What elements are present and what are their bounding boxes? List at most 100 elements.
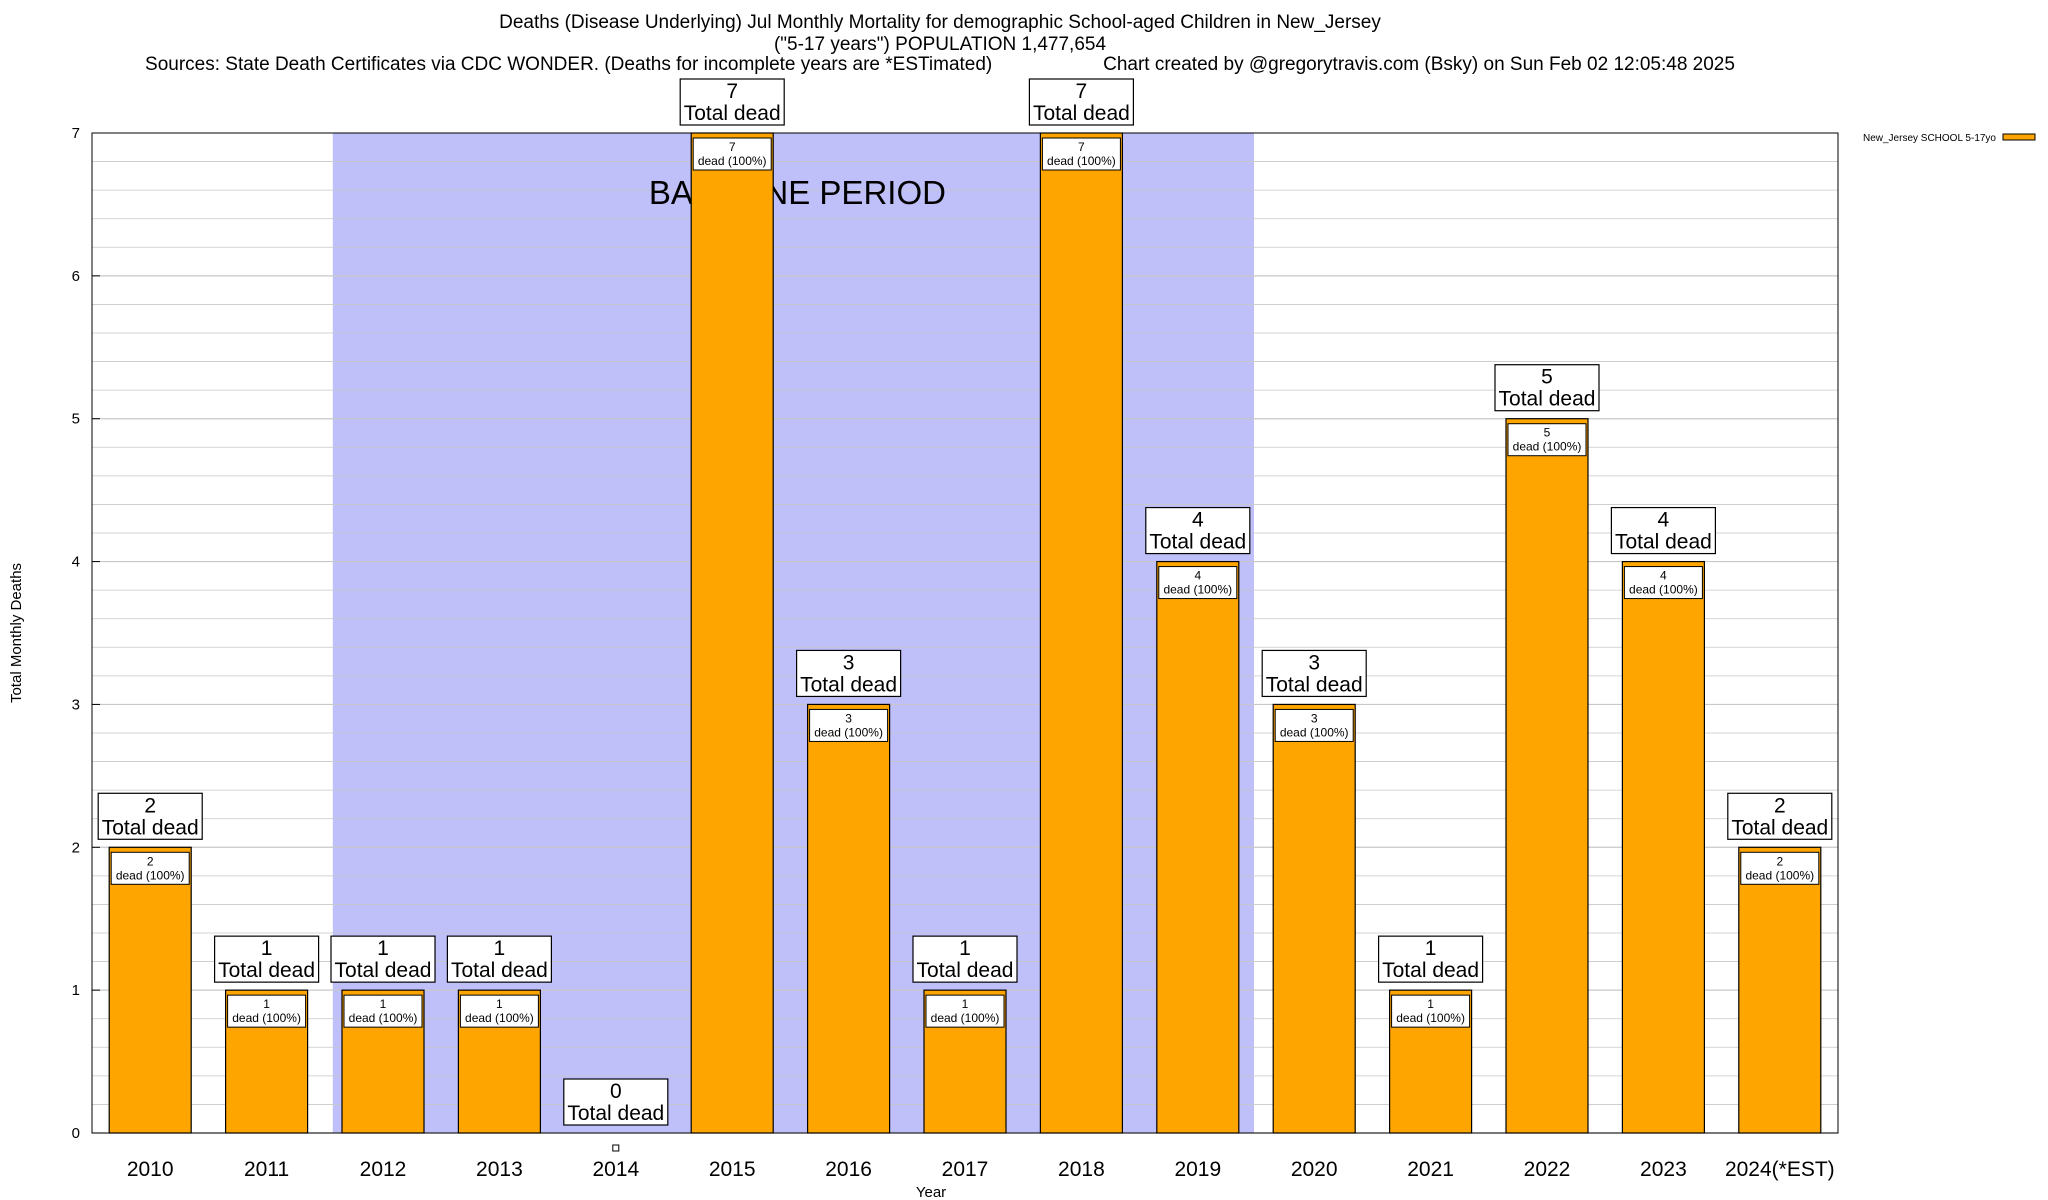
total-label-text: Total dead [800,673,897,696]
inner-label-box [692,137,772,171]
x-tick-label: 2024(*EST) [1725,1158,1835,1181]
bar [1156,560,1240,1134]
inner-label-count: 2 [147,854,154,868]
inner-label-count: 1 [962,997,969,1011]
x-tick-label: 2019 [1174,1158,1221,1181]
total-label-value: 5 [1541,366,1553,389]
total-label-text: Total dead [917,959,1014,982]
inner-label-count: 1 [380,997,387,1011]
total-label-text: Total dead [567,1102,664,1125]
inner-label-box [1158,566,1238,600]
legend-label: New_Jersey SCHOOL 5-17yo [1863,133,1996,144]
y-tick-label: 0 [72,1125,80,1142]
total-label-text: Total dead [335,959,432,982]
bar [1621,560,1706,1134]
total-label-text: Total dead [1499,388,1596,411]
zero-marker [612,1144,620,1152]
total-label-box [214,935,320,983]
inner-label-box [1391,994,1471,1028]
sources-text: Sources: State Death Certificates via CD… [145,54,993,75]
total-label-box [1028,78,1135,126]
total-label-text: Total dead [218,959,315,982]
inner-label-count: 1 [263,997,270,1011]
y-axis-title: Total Monthly Deaths [8,563,25,703]
inner-label-text: dead (100%) [116,868,185,882]
inner-label-box [227,994,307,1028]
total-label-text: Total dead [1382,959,1479,982]
total-label-box [1261,649,1367,698]
y-tick-label: 1 [72,982,80,999]
inner-label-text: dead (100%) [931,1011,1000,1025]
total-label-value: 4 [1192,509,1204,532]
x-tick-label: 2020 [1291,1158,1338,1181]
inner-label-box [1740,851,1820,885]
inner-label-box [1623,566,1703,600]
inner-label-count: 7 [729,140,736,154]
chart-title: Deaths (Disease Underlying) Jul Monthly … [499,12,1381,33]
inner-label-count: 5 [1544,426,1551,440]
y-tick-label: 7 [72,125,80,142]
total-label-value: 1 [261,937,273,960]
x-tick-label: 2016 [825,1158,872,1181]
total-label-text: Total dead [1149,531,1246,554]
x-tick-label: 2022 [1524,1158,1571,1181]
inner-label-count: 4 [1194,569,1201,583]
total-label-value: 2 [1774,794,1786,817]
total-label-value: 3 [843,651,855,674]
total-label-box [330,935,436,983]
inner-label-text: dead (100%) [814,725,883,739]
y-tick-label: 3 [72,696,80,713]
total-label-value: 0 [610,1080,622,1103]
total-label-box [1145,506,1251,555]
bar [1738,846,1822,1134]
inner-label-count: 3 [1311,711,1318,725]
inner-label-text: dead (100%) [1280,725,1349,739]
total-label-text: Total dead [684,102,781,125]
total-label-box [1610,506,1717,555]
inner-label-count: 7 [1078,140,1085,154]
inner-label-box [925,994,1005,1028]
inner-label-count: 3 [845,711,852,725]
inner-label-text: dead (100%) [232,1011,301,1025]
inner-label-box [1274,708,1354,742]
total-label-value: 7 [726,80,738,103]
total-label-value: 1 [494,937,506,960]
total-label-box [1727,792,1833,840]
inner-label-box [1041,137,1121,171]
x-tick-label: 2018 [1058,1158,1105,1181]
x-tick-label: 2017 [942,1158,989,1181]
y-tick-label: 4 [72,554,80,571]
bar [1505,418,1589,1134]
inner-label-text: dead (100%) [1745,868,1814,882]
bar [806,703,891,1134]
x-tick-label: 2011 [244,1158,289,1181]
total-label-box [795,649,902,698]
total-label-text: Total dead [1266,673,1363,696]
total-label-value: 2 [144,794,156,817]
total-label-text: Total dead [451,959,548,982]
y-tick-label: 2 [72,839,80,856]
total-label-text: Total dead [102,816,199,839]
inner-label-count: 1 [1427,997,1434,1011]
total-label-box [912,935,1018,983]
total-label-box [97,792,203,840]
total-label-box [446,935,552,983]
x-tick-label: 2010 [127,1158,174,1181]
chart-subtitle: ("5-17 years") POPULATION 1,477,654 [773,34,1107,55]
total-label-box [563,1078,669,1126]
inner-label-text: dead (100%) [698,154,767,168]
total-label-value: 1 [377,937,389,960]
inner-label-text: dead (100%) [1047,154,1116,168]
inner-label-count: 2 [1776,854,1783,868]
credit-text: Chart created by @gregorytravis.com (Bsk… [1103,54,1735,75]
inner-label-box [1507,423,1587,457]
total-label-value: 1 [959,937,971,960]
total-label-value: 1 [1425,937,1437,960]
x-tick-label: 2015 [709,1158,756,1181]
inner-label-text: dead (100%) [1163,583,1232,597]
x-tick-label: 2012 [360,1158,407,1181]
total-label-box [1377,935,1484,983]
bar [690,132,774,1134]
inner-label-text: dead (100%) [465,1011,534,1025]
